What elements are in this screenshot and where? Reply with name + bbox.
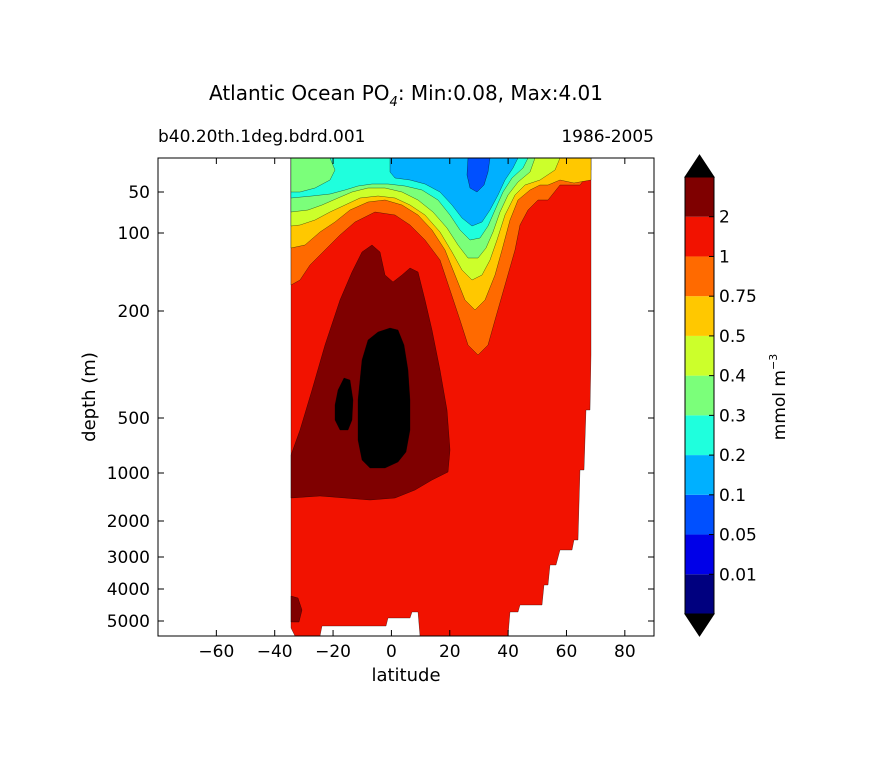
x-tick-label: −20 [315,642,351,662]
y-tick-label: 500 [118,409,150,429]
colorbar-tick-label: 0.05 [719,526,757,546]
colorbar-tick-label: 0.2 [719,446,746,466]
colorbar-swatch [685,534,714,575]
colorbar: 0.01 0.05 0.1 0.2 0.3 0.4 0.5 0.75 1 2 [684,154,757,637]
contour-field [290,158,592,636]
y-tick-label: 200 [118,302,150,322]
colorbar-tick-label: 0.01 [719,565,757,585]
x-tick-label: 0 [386,642,397,662]
colorbar-swatch [685,455,714,495]
contour-band-max-core [357,327,411,469]
y-axis-label: depth (m) [79,352,100,442]
y-tick-label: 5000 [107,612,150,632]
y-tick-label: 3000 [107,548,150,568]
x-tick-label: 80 [614,642,636,662]
colorbar-tick-label: 0.3 [719,406,746,426]
colorbar-tick-label: 0.4 [719,367,746,387]
y-axis: 50 100 200 500 1000 2000 3000 4000 5000 [107,183,654,632]
colorbar-tick-label: 1 [719,247,730,267]
y-tick-label: 1000 [107,464,150,484]
colorbar-tick-label: 0.1 [719,486,746,506]
x-tick-label: 60 [556,642,578,662]
x-axis-label: latitude [371,665,440,686]
chart-title: Atlantic Ocean PO4: Min:0.08, Max:4.01 [209,81,603,110]
colorbar-tick-label: 0.75 [719,287,757,307]
colorbar-under-arrow [684,613,715,637]
y-tick-label: 4000 [107,580,150,600]
colorbar-swatch [685,216,714,257]
colorbar-tick-label: 0.5 [719,327,746,347]
colorbar-swatch [685,296,714,336]
contour-band-deep-left [290,595,303,623]
colorbar-swatch [685,494,714,535]
colorbar-tick-label: 2 [719,208,730,228]
contour-band-075-1 [290,158,592,356]
colorbar-label-exp: −3 [767,354,780,370]
y-tick-label: 2000 [107,512,150,532]
colorbar-label-main: mmol m [770,370,790,440]
contour-band-left-green [290,158,336,193]
plot-frame [157,157,655,637]
colorbar-swatch [685,574,714,614]
colorbar-swatch [685,415,714,456]
chart-title-suffix: : Min:0.08, Max:4.01 [398,81,603,105]
x-axis: −60 −40 −20 0 20 40 60 80 [198,158,636,662]
x-tick-label: −60 [198,642,234,662]
chart-subtitle-left: b40.20th.1deg.bdrd.001 [158,127,365,147]
colorbar-frame [684,176,715,615]
chart-title-prefix: Atlantic Ocean PO [209,81,390,105]
x-tick-label: 20 [439,642,461,662]
colorbar-swatch [685,177,714,217]
x-tick-label: −40 [257,642,293,662]
x-tick-label: 40 [497,642,519,662]
contour-band-max-side [334,377,354,431]
y-tick-label: 50 [128,183,150,203]
colorbar-swatch [685,256,714,297]
chart-subtitle-right: 1986-2005 [561,127,654,147]
contour-band-005-01 [466,158,491,193]
colorbar-label: mmol m−3 [767,354,790,440]
colorbar-over-arrow [684,154,715,178]
colorbar-swatch [685,335,714,376]
chart-title-subscript: 4 [390,95,398,110]
y-tick-label: 100 [118,224,150,244]
colorbar-swatch [685,375,714,416]
